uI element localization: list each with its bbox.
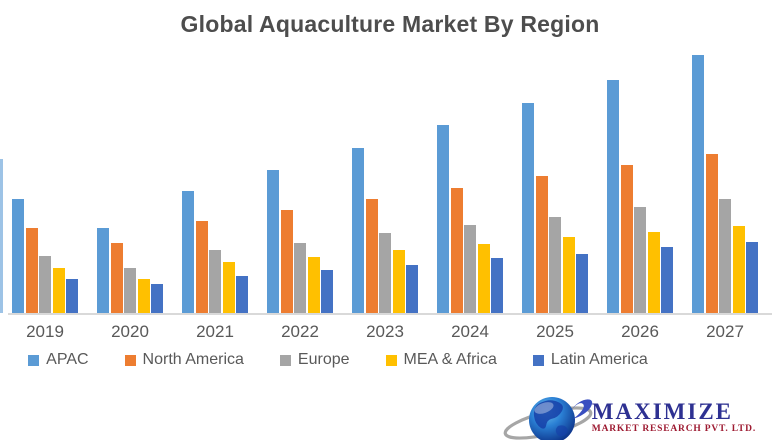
bar-mea-africa-2019 [52, 268, 65, 313]
bar-north-america-2022 [280, 210, 293, 313]
bar-group-2020 [97, 228, 163, 313]
bar-apac-2021 [182, 191, 194, 313]
bar-europe-2027 [719, 199, 731, 313]
bar-europe-2021 [209, 250, 221, 313]
legend-swatch-apac [28, 354, 40, 366]
bar-mea-africa-2027 [732, 226, 745, 313]
bar-apac-2020 [97, 228, 109, 313]
legend-swatch-north-america [124, 354, 136, 366]
bar-apac-2027 [692, 55, 704, 313]
bar-group-2019 [12, 199, 78, 313]
bar-mea-africa-2024 [477, 244, 490, 313]
bar-latin-america-2026 [661, 247, 673, 313]
bar-north-america-2020 [110, 243, 123, 313]
x-tick-2019: 2019 [26, 322, 64, 341]
bar-north-america-2024 [450, 188, 463, 313]
bar-mea-africa-2021 [222, 262, 235, 313]
bar-apac-2019 [12, 199, 24, 313]
bar-europe-2019 [39, 256, 51, 313]
bar-europe-2025 [549, 217, 561, 313]
bar-apac-2026 [607, 80, 619, 313]
bar-apac-2022 [267, 170, 279, 313]
bar-group-2023 [352, 148, 418, 313]
bar-group-2022 [267, 170, 333, 313]
logo-brand-name: MAXIMIZE [591, 398, 734, 424]
legend-item-latin-america: Latin America [532, 351, 648, 369]
bar-mea-africa-2025 [562, 237, 575, 313]
bar-north-america-2019 [25, 228, 38, 313]
logo-text: MAXIMIZE MARKET RESEARCH PVT. LTD. [592, 400, 756, 439]
bar-latin-america-2024 [491, 258, 503, 313]
legend-item-north-america: North America [124, 351, 244, 369]
legend-swatch-europe [279, 354, 291, 366]
legend-item-europe: Europe [279, 351, 350, 369]
x-tick-2024: 2024 [451, 322, 489, 341]
bar-groups [12, 48, 758, 313]
bar-north-america-2025 [535, 176, 548, 313]
plot-area [0, 48, 772, 315]
bar-latin-america-2022 [321, 270, 333, 313]
x-tick-2022: 2022 [281, 322, 319, 341]
bar-north-america-2021 [195, 221, 208, 313]
chart-title: Global Aquaculture Market By Region [180, 11, 600, 37]
bar-europe-2022 [294, 243, 306, 313]
bar-europe-2024 [464, 225, 476, 313]
x-tick-2026: 2026 [621, 322, 659, 341]
legend-label-mea-africa: MEA & Africa [403, 351, 497, 368]
chart-root: Global Aquaculture Market By Region 2019… [0, 8, 780, 440]
x-axis-labels: 2019 2020 2021 2022 2023 2024 2025 2026 2027 [12, 322, 772, 342]
bar-group-2027 [692, 55, 758, 313]
bar-group-2026 [607, 80, 673, 313]
bar-mea-africa-2020 [137, 279, 150, 313]
legend-label-latin-america: Latin America [550, 351, 648, 368]
partial-bar-left-edge [0, 159, 3, 313]
bar-north-america-2023 [365, 199, 378, 313]
logo-subtitle: MARKET RESEARCH PVT. LTD. [591, 423, 756, 434]
legend-label-europe: Europe [297, 351, 350, 368]
bar-north-america-2027 [705, 154, 718, 313]
x-tick-2020: 2020 [111, 322, 149, 341]
bar-latin-america-2019 [66, 279, 78, 313]
bar-europe-2026 [634, 207, 646, 313]
bar-europe-2020 [124, 268, 136, 313]
legend: APAC North America Europe MEA & Africa Latin… [0, 351, 728, 369]
bar-group-2024 [437, 125, 503, 313]
bar-north-america-2026 [620, 165, 633, 313]
legend-item-apac: APAC [28, 351, 89, 369]
bar-latin-america-2027 [746, 242, 758, 313]
bar-apac-2025 [522, 103, 534, 313]
bar-europe-2023 [379, 233, 391, 313]
legend-label-north-america: North America [142, 351, 244, 368]
x-tick-2027: 2027 [706, 322, 744, 341]
bar-mea-africa-2026 [647, 232, 660, 313]
bar-mea-africa-2023 [392, 250, 405, 313]
x-tick-2025: 2025 [536, 322, 574, 341]
bar-group-2025 [522, 103, 588, 313]
legend-swatch-mea-africa [385, 354, 397, 366]
bar-latin-america-2023 [406, 265, 418, 313]
bar-mea-africa-2022 [307, 257, 320, 313]
x-tick-2023: 2023 [366, 322, 404, 341]
bar-apac-2023 [352, 148, 364, 313]
legend-swatch-latin-america [532, 354, 544, 366]
x-tick-2021: 2021 [196, 322, 234, 341]
bar-latin-america-2020 [151, 284, 163, 313]
legend-label-apac: APAC [46, 351, 89, 368]
globe-icon [503, 397, 593, 440]
bar-latin-america-2021 [236, 276, 248, 313]
bar-latin-america-2025 [576, 254, 588, 313]
bar-group-2021 [182, 191, 248, 313]
logo: MAXIMIZE MARKET RESEARCH PVT. LTD. [500, 390, 756, 440]
bar-apac-2024 [437, 125, 449, 313]
legend-item-mea-africa: MEA & Africa [385, 351, 497, 369]
